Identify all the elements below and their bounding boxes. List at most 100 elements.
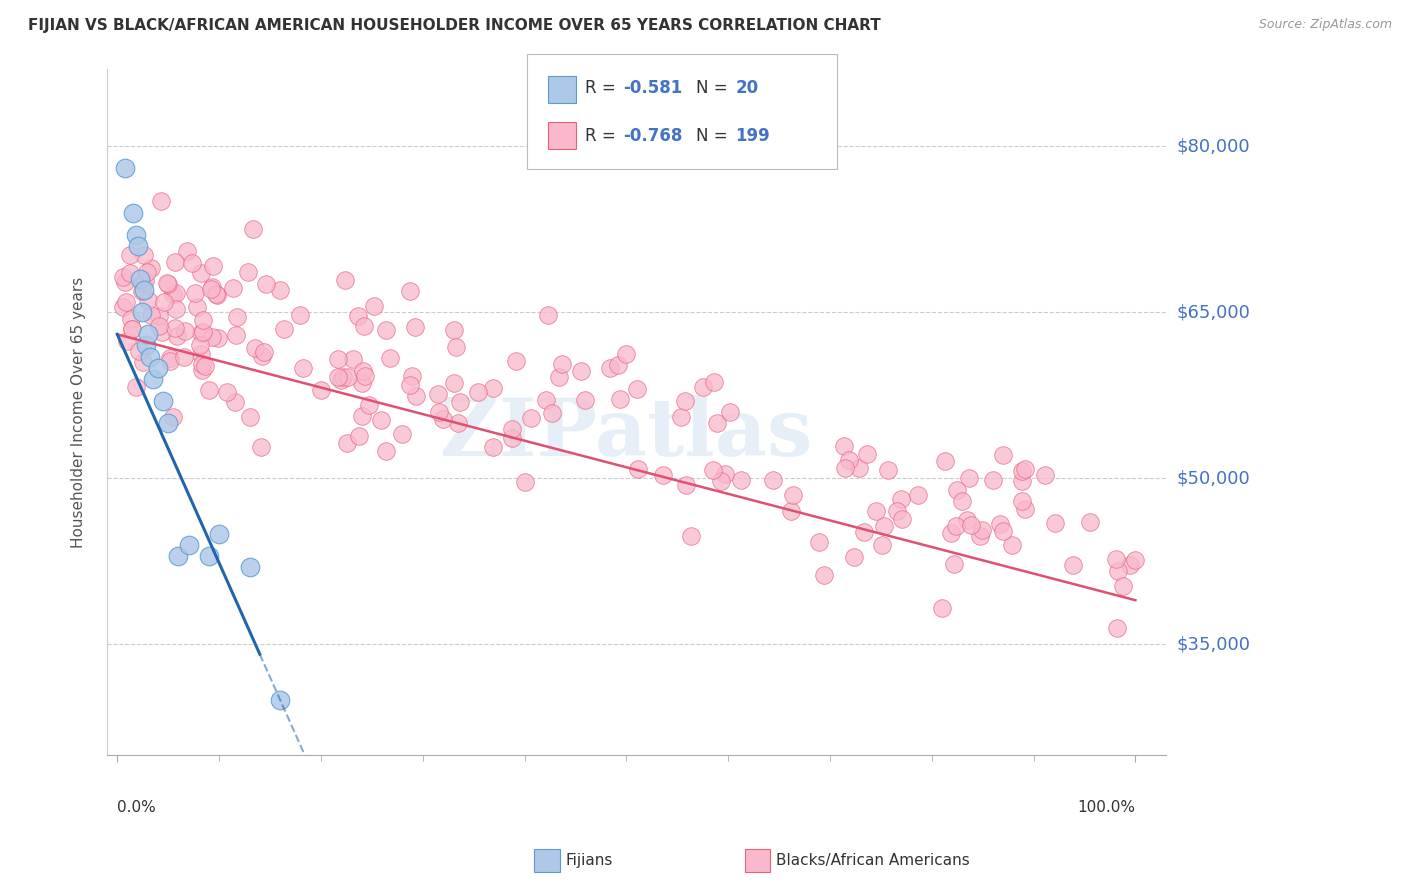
Point: [357, 398, 380, 412]
Point: [128, 272, 150, 286]
Point: [183, 285, 205, 300]
Point: [136, 327, 159, 342]
Point: [1014, 501, 1036, 516]
Point: [132, 354, 155, 368]
Point: [520, 411, 543, 425]
Point: [332, 369, 354, 384]
Point: [702, 463, 724, 477]
Point: [1000, 538, 1022, 552]
Point: [127, 238, 149, 252]
Point: [225, 328, 247, 343]
Point: [148, 309, 170, 323]
Point: [136, 293, 159, 307]
Point: [1062, 558, 1084, 573]
Point: [983, 473, 1005, 487]
Point: [250, 349, 273, 363]
Point: [156, 276, 179, 290]
Point: [139, 350, 162, 364]
Point: [309, 383, 332, 397]
Point: [221, 281, 243, 295]
Point: [180, 256, 202, 270]
Point: [380, 351, 402, 365]
Point: [844, 549, 866, 564]
Text: 0.0%: 0.0%: [117, 799, 156, 814]
Point: [838, 453, 860, 467]
Point: [177, 538, 200, 552]
Point: [609, 392, 631, 407]
Point: [429, 405, 451, 419]
Point: [540, 406, 562, 420]
Point: [870, 538, 893, 552]
Point: [114, 275, 136, 289]
Point: [1105, 551, 1128, 566]
Point: [165, 320, 187, 334]
Point: [118, 248, 141, 262]
Point: [501, 431, 523, 445]
Point: [404, 320, 426, 334]
Point: [191, 357, 214, 371]
Point: [370, 413, 392, 427]
Point: [115, 295, 138, 310]
Point: [120, 312, 142, 326]
Text: FIJIAN VS BLACK/AFRICAN AMERICAN HOUSEHOLDER INCOME OVER 65 YEARS CORRELATION CH: FIJIAN VS BLACK/AFRICAN AMERICAN HOUSEHO…: [28, 18, 882, 33]
Point: [482, 440, 505, 454]
Point: [188, 337, 211, 351]
Point: [243, 341, 266, 355]
Point: [374, 444, 396, 458]
Point: [782, 488, 804, 502]
Point: [710, 474, 733, 488]
Point: [537, 308, 560, 322]
Point: [139, 260, 162, 275]
Point: [165, 285, 187, 300]
Point: [855, 447, 877, 461]
Point: [353, 368, 375, 383]
Point: [599, 361, 621, 376]
Point: [134, 274, 156, 288]
Point: [651, 468, 673, 483]
Point: [201, 329, 224, 343]
Point: [703, 375, 725, 389]
Point: [215, 385, 238, 400]
Point: [273, 322, 295, 336]
Point: [114, 161, 136, 176]
Point: [1119, 558, 1142, 572]
Point: [128, 343, 150, 358]
Point: [176, 244, 198, 258]
Point: [139, 308, 162, 322]
Point: [939, 526, 962, 541]
Text: R =: R =: [585, 127, 621, 145]
Point: [149, 194, 172, 208]
Point: [505, 354, 527, 368]
Point: [692, 380, 714, 394]
Point: [706, 416, 728, 430]
Point: [202, 259, 225, 273]
Point: [162, 410, 184, 425]
Point: [405, 389, 427, 403]
Point: [673, 393, 696, 408]
Point: [186, 300, 208, 314]
Point: [848, 460, 870, 475]
Text: Blacks/African Americans: Blacks/African Americans: [776, 854, 970, 868]
Point: [208, 526, 231, 541]
Point: [714, 467, 737, 481]
Point: [190, 266, 212, 280]
Point: [626, 382, 648, 396]
Point: [890, 491, 912, 506]
Point: [146, 360, 169, 375]
Point: [336, 435, 359, 450]
Text: $65,000: $65,000: [1175, 303, 1250, 321]
Text: N =: N =: [696, 79, 733, 97]
Point: [292, 361, 315, 376]
Point: [115, 334, 138, 349]
Point: [718, 405, 741, 419]
Text: $50,000: $50,000: [1175, 469, 1250, 487]
Point: [446, 340, 468, 354]
Point: [873, 519, 896, 533]
Point: [969, 529, 991, 543]
Point: [991, 449, 1014, 463]
Point: [124, 227, 146, 242]
Point: [730, 473, 752, 487]
Point: [269, 283, 291, 297]
Point: [342, 351, 364, 366]
Point: [534, 393, 557, 408]
